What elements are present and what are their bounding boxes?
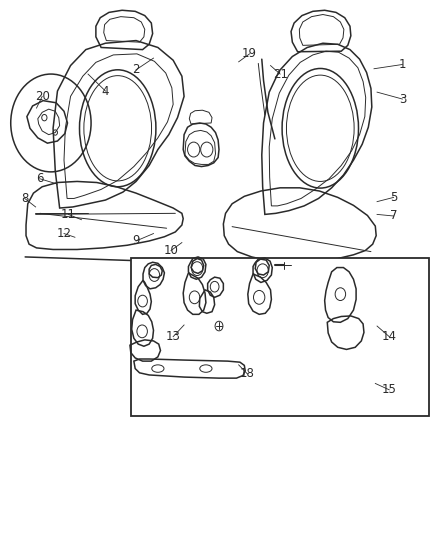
Text: 12: 12 [57, 227, 71, 240]
Text: 4: 4 [102, 85, 109, 98]
Bar [131, 258, 428, 416]
Text: 20: 20 [35, 90, 49, 103]
Text: 8: 8 [21, 192, 28, 205]
Text: 14: 14 [382, 330, 397, 343]
Text: 11: 11 [61, 208, 76, 221]
Text: 10: 10 [163, 244, 178, 257]
Text: 7: 7 [390, 209, 397, 222]
Text: 13: 13 [166, 330, 180, 343]
Text: 19: 19 [242, 47, 257, 60]
Text: 18: 18 [240, 367, 255, 381]
Text: 9: 9 [132, 235, 140, 247]
Text: 2: 2 [132, 63, 140, 76]
Text: 3: 3 [399, 93, 406, 106]
Text: 15: 15 [382, 383, 397, 397]
Text: 1: 1 [399, 58, 406, 71]
Text: 6: 6 [36, 172, 44, 185]
Text: 21: 21 [272, 68, 288, 80]
Text: 5: 5 [390, 191, 397, 204]
